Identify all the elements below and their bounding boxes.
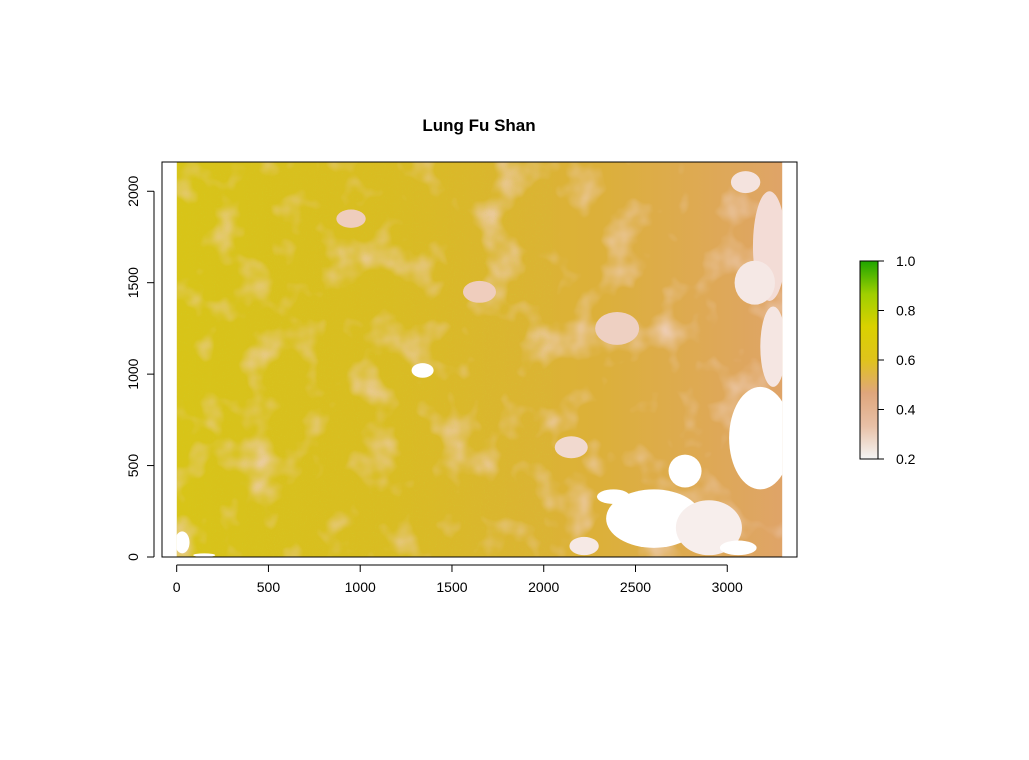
- raster-patch: [411, 363, 434, 378]
- y-tick-label: 500: [125, 454, 141, 478]
- x-tick-label: 500: [257, 579, 281, 595]
- raster-patch: [569, 536, 599, 556]
- x-axis: 0 500 1000 1500 2000 2500 3000: [173, 564, 743, 595]
- legend-tick-label: 0.4: [896, 402, 916, 418]
- raster-patch: [675, 500, 742, 556]
- raster-patch: [760, 306, 783, 387]
- x-tick-label: 2500: [620, 579, 651, 595]
- raster-patch: [336, 209, 366, 228]
- y-tick-label: 0: [125, 553, 141, 561]
- raster-patch: [596, 489, 630, 504]
- x-tick-label: 3000: [712, 579, 743, 595]
- plot-frame: [161, 161, 798, 558]
- raster-patch: [193, 553, 216, 557]
- raster-patch: [730, 171, 761, 194]
- legend-colorbar: [859, 260, 879, 460]
- y-tick-label: 2000: [125, 175, 141, 206]
- raster-patch: [719, 540, 757, 556]
- chart-title: Lung Fu Shan: [422, 116, 535, 135]
- raster-patch: [729, 386, 783, 490]
- raster-image: [176, 162, 783, 557]
- raster-speckle: [176, 162, 553, 557]
- raster-patch: [734, 260, 775, 305]
- raster-patch: [176, 531, 190, 554]
- y-axis: 0 500 1000 1500 2000: [125, 175, 155, 561]
- color-legend: 0.2 0.4 0.6 0.8 1.0: [859, 253, 916, 467]
- legend-tick-label: 0.6: [896, 352, 916, 368]
- raster-patch: [462, 280, 497, 303]
- x-tick-label: 1000: [345, 579, 376, 595]
- raster-patch: [668, 454, 702, 488]
- x-tick-label: 0: [173, 579, 181, 595]
- legend-tick-label: 0.2: [896, 451, 916, 467]
- raster-patch: [554, 436, 588, 459]
- raster-patch: [595, 311, 640, 345]
- y-tick-label: 1000: [125, 358, 141, 389]
- legend-tick-label: 0.8: [896, 303, 916, 319]
- x-tick-label: 1500: [436, 579, 467, 595]
- x-tick-label: 2000: [528, 579, 559, 595]
- y-tick-label: 1500: [125, 267, 141, 298]
- legend-tick-label: 1.0: [896, 253, 916, 269]
